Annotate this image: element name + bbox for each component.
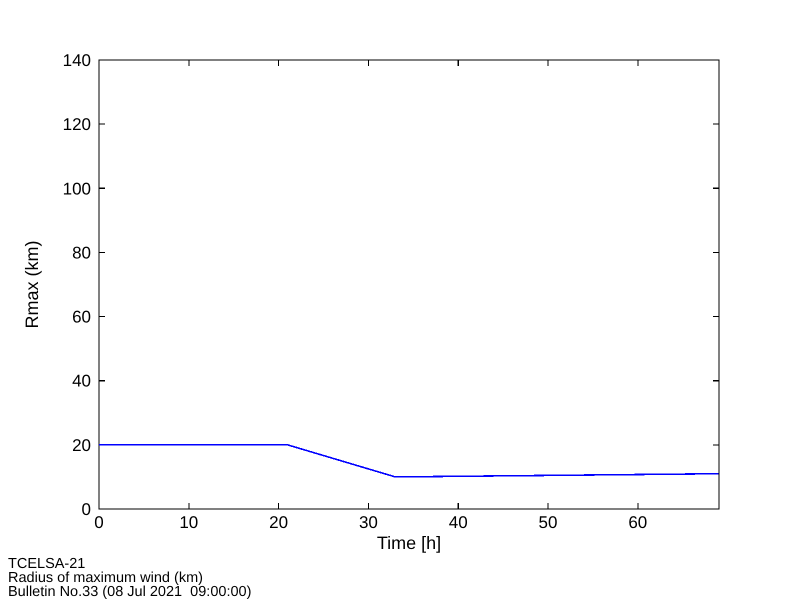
svg-text:30: 30 (359, 513, 378, 532)
svg-text:0: 0 (94, 513, 103, 532)
svg-text:Bulletin No.33 (08 Jul 2021 0: Bulletin No.33 (08 Jul 2021 09:00:00) (8, 584, 251, 600)
svg-text:10: 10 (179, 513, 198, 532)
svg-text:40: 40 (72, 372, 91, 391)
svg-text:Time [h]: Time [h] (377, 533, 441, 553)
svg-text:40: 40 (449, 513, 468, 532)
svg-text:60: 60 (628, 513, 647, 532)
svg-text:0: 0 (82, 500, 91, 519)
svg-text:100: 100 (63, 179, 91, 198)
svg-text:Rmax (km): Rmax (km) (22, 241, 42, 329)
svg-text:60: 60 (72, 308, 91, 327)
svg-text:140: 140 (63, 51, 91, 70)
svg-text:50: 50 (539, 513, 558, 532)
svg-text:20: 20 (269, 513, 288, 532)
svg-text:80: 80 (72, 243, 91, 262)
svg-text:120: 120 (63, 115, 91, 134)
svg-text:20: 20 (72, 436, 91, 455)
